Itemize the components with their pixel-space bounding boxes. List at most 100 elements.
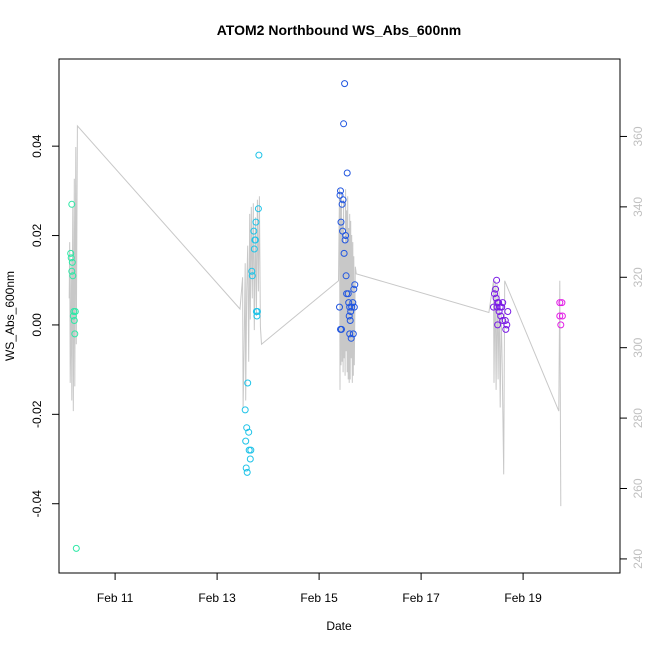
data-point <box>245 428 253 436</box>
data-point <box>254 205 262 213</box>
data-point <box>242 437 250 445</box>
data-point <box>250 227 258 235</box>
data-point <box>499 317 507 324</box>
data-point <box>70 317 78 324</box>
data-point <box>345 312 353 320</box>
y-tick-label: 0.02 <box>30 223 44 247</box>
x-tick-label: Feb 11 <box>97 591 134 605</box>
y-tick-label: 0.00 <box>30 313 44 337</box>
data-point <box>69 272 77 280</box>
y-tick-label: -0.04 <box>30 490 44 518</box>
data-point <box>346 317 354 324</box>
data-point <box>337 218 345 226</box>
data-point <box>243 468 251 476</box>
y-tick-label: 0.04 <box>30 134 44 158</box>
data-point <box>501 317 509 324</box>
data-point <box>247 446 255 454</box>
y2-tick-label: 300 <box>631 337 645 357</box>
data-point <box>338 325 345 333</box>
data-point <box>251 236 259 244</box>
data-point <box>344 290 352 298</box>
data-point <box>346 303 354 311</box>
secondary-series-line <box>68 124 562 507</box>
y-tick-label: -0.02 <box>30 400 44 428</box>
x-tick-label: Feb 15 <box>300 591 338 605</box>
chart-title: ATOM2 Northbound WS_Abs_600nm <box>217 22 462 38</box>
data-point <box>495 308 503 315</box>
data-point <box>502 325 510 333</box>
data-point <box>497 312 505 320</box>
data-point <box>248 272 256 280</box>
data-point <box>558 299 566 307</box>
data-point <box>492 285 500 293</box>
data-point <box>336 303 343 311</box>
data-point <box>343 169 351 177</box>
points-layer <box>67 80 566 552</box>
data-point <box>67 254 75 262</box>
data-point <box>494 321 502 329</box>
data-point <box>69 312 77 320</box>
data-point <box>337 187 344 195</box>
data-point <box>72 544 80 552</box>
data-point <box>351 281 359 289</box>
data-point <box>341 80 349 88</box>
data-point <box>556 299 564 307</box>
data-point <box>347 308 355 315</box>
x-tick-label: Feb 17 <box>402 591 440 605</box>
secondary-line-layer <box>68 124 562 507</box>
data-point <box>248 267 256 275</box>
y2-tick-label: 360 <box>631 126 645 146</box>
data-point <box>68 267 76 275</box>
data-point <box>342 272 350 280</box>
data-point <box>503 321 511 329</box>
data-point <box>350 303 358 311</box>
data-point <box>253 312 261 320</box>
data-point <box>490 303 497 311</box>
y-axis-label: WS_Abs_600nm <box>3 271 17 361</box>
y2-tick-label: 240 <box>631 549 645 569</box>
data-point <box>71 308 79 315</box>
data-point <box>340 120 348 128</box>
data-point <box>244 379 252 387</box>
data-point <box>504 308 512 315</box>
x-axis-label: Date <box>326 619 352 633</box>
data-point <box>340 249 348 257</box>
data-point <box>558 312 566 320</box>
data-point <box>253 308 261 315</box>
data-point <box>255 151 263 159</box>
y-axis-left: -0.04 -0.02 0.00 0.02 0.04 <box>30 134 60 518</box>
data-point <box>339 196 347 204</box>
data-point <box>67 249 75 257</box>
y2-tick-label: 260 <box>631 478 645 498</box>
data-point <box>347 334 355 342</box>
data-point <box>246 455 254 463</box>
data-point <box>341 236 349 244</box>
data-point <box>493 303 501 311</box>
x-axis: Feb 11 Feb 13 Feb 15 Feb 17 Feb 19 <box>97 572 542 605</box>
y2-tick-label: 340 <box>631 197 645 217</box>
data-point <box>242 464 250 472</box>
y2-tick-label: 280 <box>631 408 645 428</box>
data-point <box>493 276 501 284</box>
data-point <box>71 330 79 338</box>
data-point <box>557 321 565 329</box>
y2-tick-label: 320 <box>631 267 645 287</box>
data-point <box>250 245 258 253</box>
data-point <box>252 218 260 226</box>
data-point <box>241 406 249 414</box>
data-point <box>491 290 498 298</box>
data-point <box>338 200 346 208</box>
x-tick-label: Feb 19 <box>504 591 542 605</box>
data-point <box>348 303 356 311</box>
y-axis-right: 240 260 280 300 320 340 360 <box>619 126 645 569</box>
data-point <box>350 285 358 293</box>
data-point <box>243 424 251 432</box>
data-point <box>68 258 76 266</box>
x-tick-label: Feb 13 <box>198 591 236 605</box>
data-point <box>349 330 357 338</box>
data-point <box>342 232 350 239</box>
data-point <box>556 312 564 320</box>
data-point <box>346 330 354 338</box>
data-point <box>68 200 76 208</box>
